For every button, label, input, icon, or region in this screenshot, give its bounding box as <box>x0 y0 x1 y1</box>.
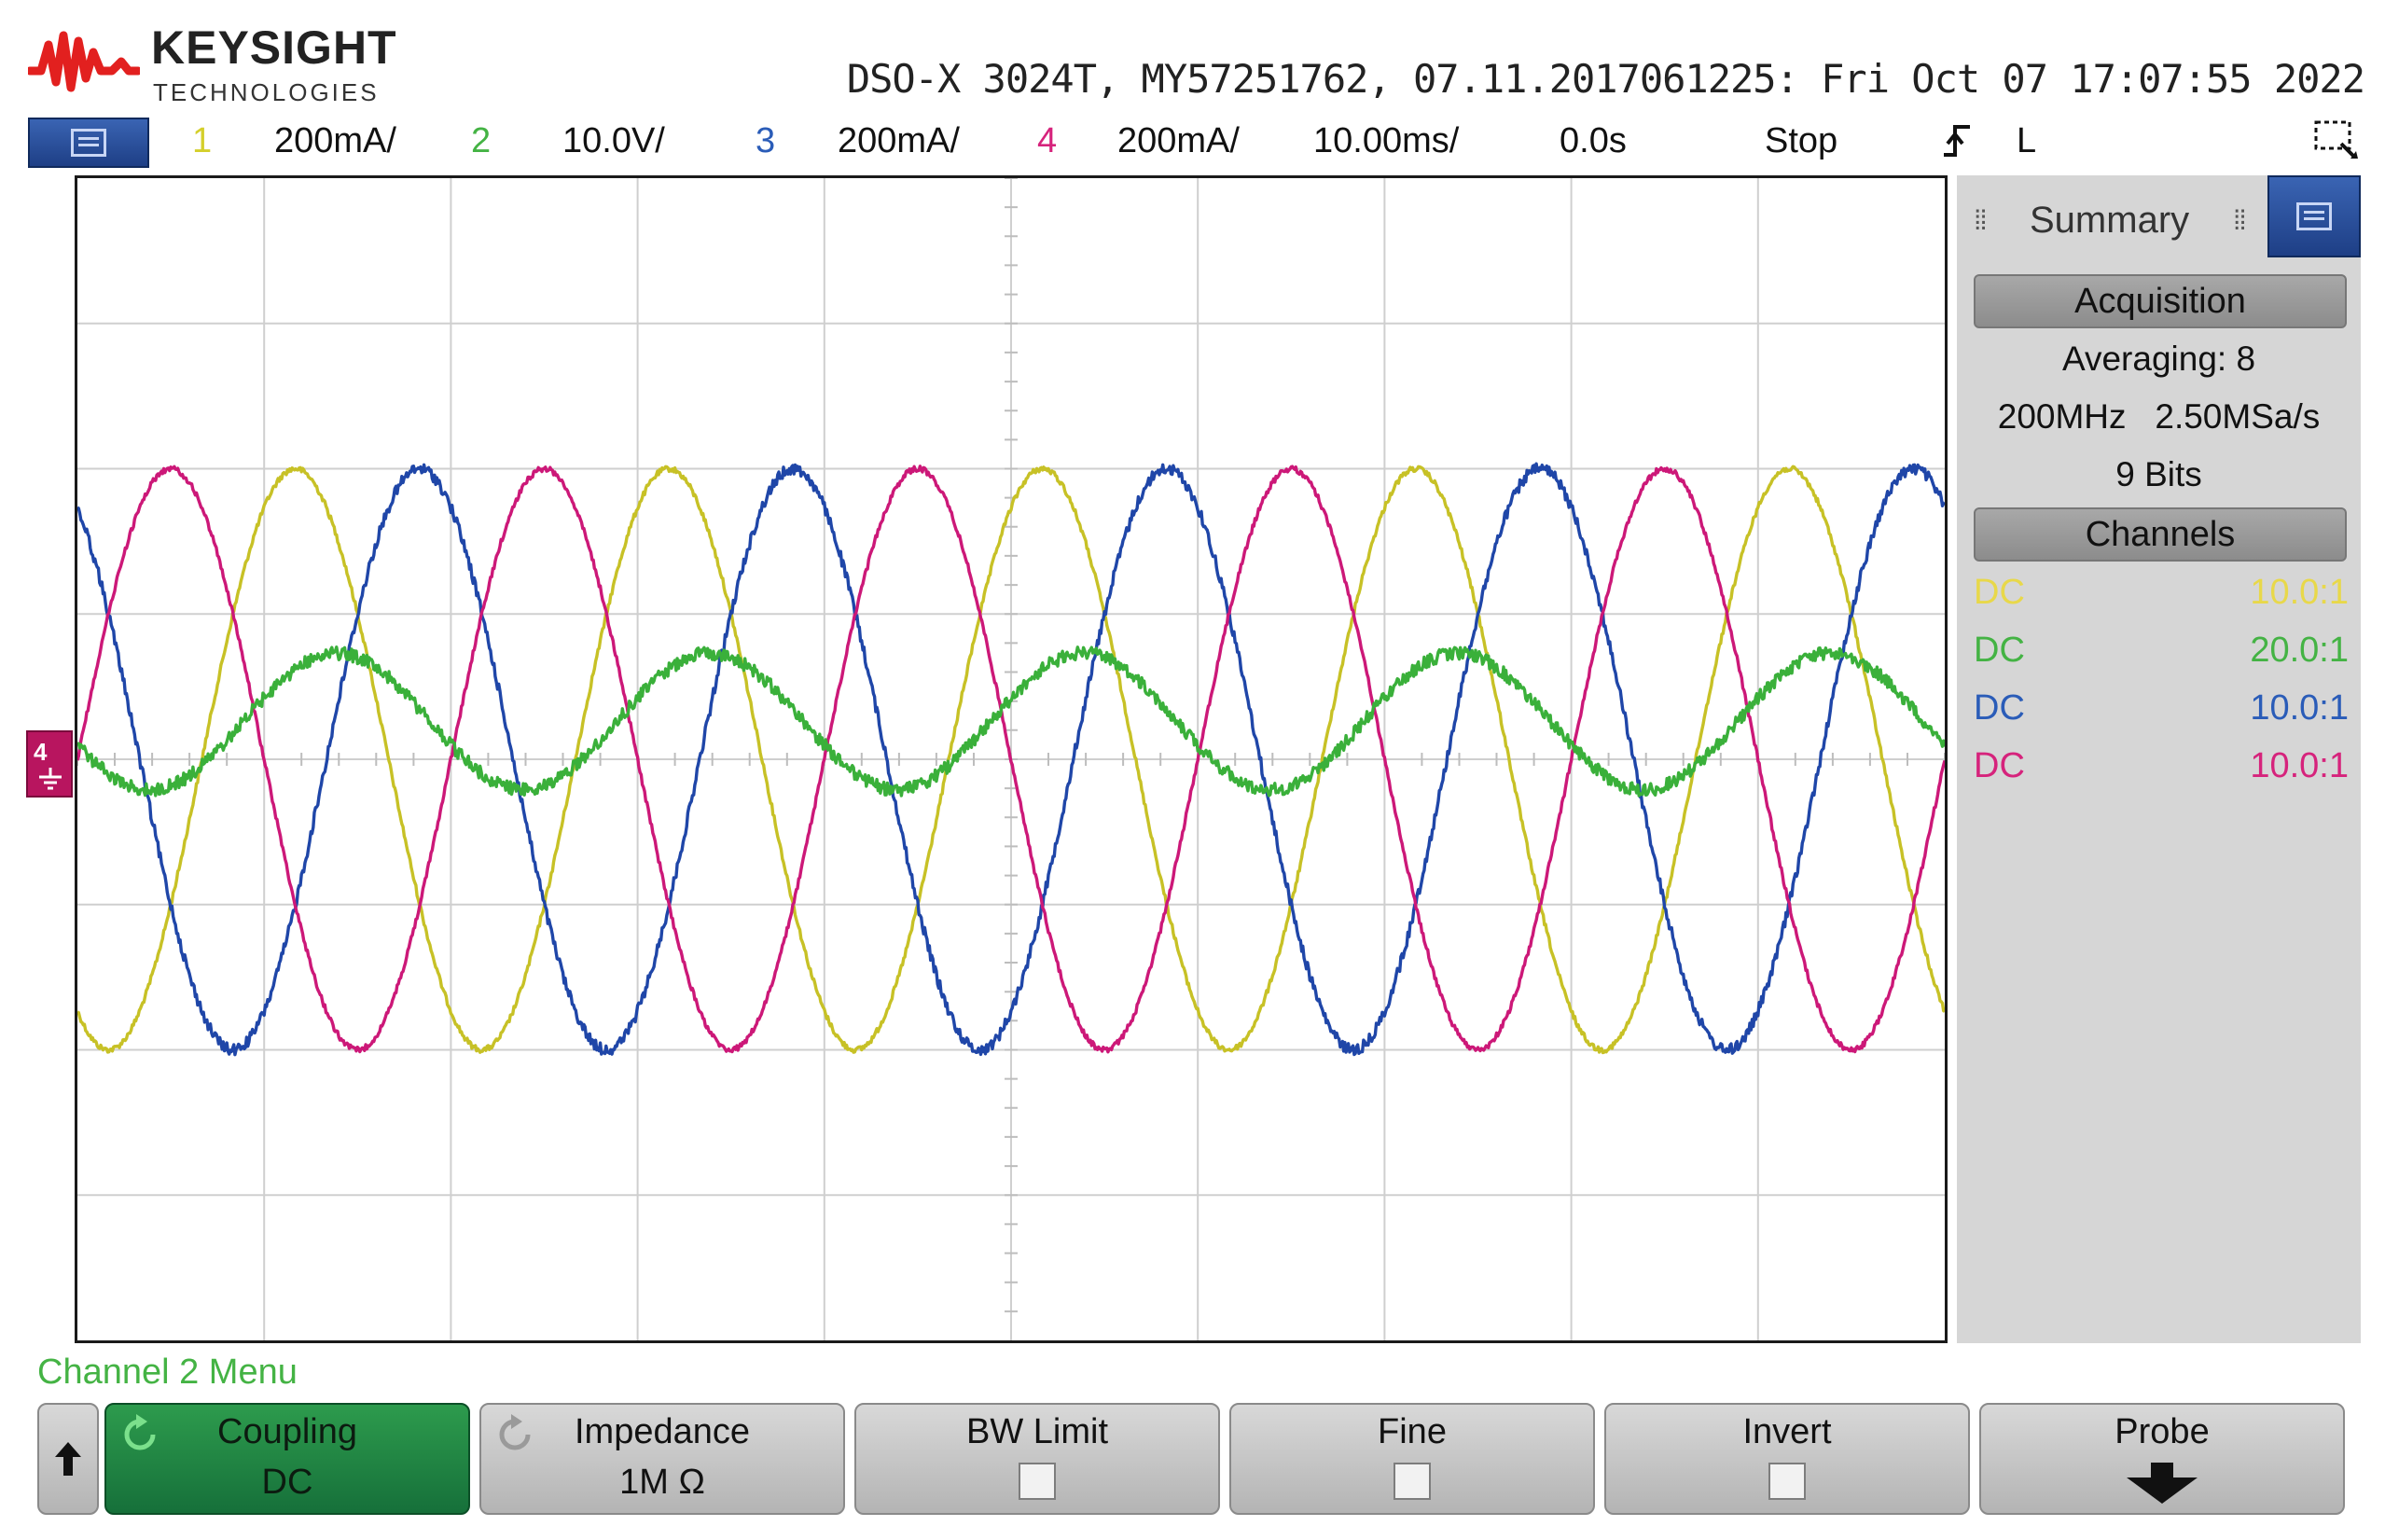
keysight-logo: KEYSIGHT TECHNOLOGIES <box>28 17 401 110</box>
probe-softkey[interactable]: Probe <box>1979 1403 2345 1515</box>
invert-softkey[interactable]: Invert <box>1604 1403 1970 1515</box>
softkey-label: Fine <box>1378 1412 1447 1451</box>
trace-channel-2 <box>77 645 1945 798</box>
trace-channel-3 <box>77 462 1945 1057</box>
time-delay[interactable]: 0.0s <box>1560 121 1627 160</box>
channel-probe: 10.0:1 <box>2250 688 2349 728</box>
channel-coupling: DC <box>1974 746 2025 785</box>
softkey-label: Invert <box>1742 1412 1832 1451</box>
up-arrow-icon <box>55 1442 81 1476</box>
menu-back-button[interactable] <box>37 1403 99 1515</box>
menu-icon <box>2296 202 2332 230</box>
channel-probe: 20.0:1 <box>2250 631 2349 670</box>
sample-rate: 2.50MSa/s <box>2155 397 2321 436</box>
acquisition-rate: 200MHz 2.50MSa/s <box>1957 397 2361 437</box>
device-info-line: DSO-X 3024T, MY57251762, 07.11.201706122… <box>846 56 2365 102</box>
ground-icon <box>39 768 62 790</box>
trigger-source[interactable]: L <box>2017 121 2037 160</box>
run-state[interactable]: Stop <box>1765 121 1838 160</box>
ground-marker-label: 4 <box>34 738 48 766</box>
softkey-value: 1M Ω <box>619 1463 705 1502</box>
waveform-canvas <box>77 178 1945 1340</box>
rising-edge-icon[interactable] <box>1942 121 1974 160</box>
softkey-menu-title: Channel 2 Menu <box>37 1353 298 1392</box>
softkey-label: Impedance <box>574 1412 750 1451</box>
summary-panel: ⁞⁞ Summary ⁞⁞ Acquisition Averaging: 8 2… <box>1957 175 2361 1343</box>
channel-coupling: DC <box>1974 573 2025 612</box>
waveform-display[interactable] <box>75 175 1948 1343</box>
brand-name: KEYSIGHT <box>151 21 397 74</box>
softkey-value: DC <box>261 1463 313 1502</box>
status-bar: 1 200mA/ 2 10.0V/ 3 200mA/ 4 200mA/ 10.0… <box>28 118 2360 168</box>
panel-title: Summary <box>2030 200 2190 241</box>
trace-channel-4 <box>77 465 1945 1054</box>
ch2-number[interactable]: 2 <box>471 121 492 160</box>
impedance-softkey[interactable]: Impedance 1M Ω <box>479 1403 845 1515</box>
ch4-scale[interactable]: 200mA/ <box>1117 121 1240 160</box>
channel-coupling: DC <box>1974 631 2025 670</box>
channel-coupling: DC <box>1974 688 2025 728</box>
trace-channel-1 <box>77 465 1945 1055</box>
panel-title-bar[interactable]: ⁞⁞ Summary ⁞⁞ <box>1957 185 2265 248</box>
fine-softkey[interactable]: Fine <box>1229 1403 1595 1515</box>
invert-checkbox[interactable] <box>1768 1463 1806 1500</box>
channels-header: Channels <box>1974 507 2347 562</box>
panel-menu-button[interactable] <box>2267 175 2361 257</box>
softkey-label: BW Limit <box>966 1412 1108 1451</box>
channel-ground-marker[interactable]: 4 <box>26 730 73 798</box>
drag-grip-icon[interactable]: ⁞⁞ <box>2233 205 2247 236</box>
softkey-label: Coupling <box>217 1412 357 1451</box>
drag-grip-icon[interactable]: ⁞⁞ <box>1974 205 1988 236</box>
rotate-knob-icon <box>499 1414 531 1450</box>
coupling-softkey[interactable]: Coupling DC <box>104 1403 470 1515</box>
bandwidth: 200MHz <box>1997 397 2127 436</box>
zoom-box-icon[interactable] <box>2313 119 2360 160</box>
ch3-number[interactable]: 3 <box>756 121 776 160</box>
softkey-bar: Coupling DC Impedance 1M Ω BW Limit Fine… <box>37 1403 2369 1515</box>
acquisition-header: Acquisition <box>1974 274 2347 328</box>
channel-probe: 10.0:1 <box>2250 573 2349 612</box>
main-menu-button[interactable] <box>28 118 149 168</box>
timebase-scale[interactable]: 10.00ms/ <box>1313 121 1460 160</box>
acquisition-mode: Averaging: 8 <box>2061 340 2256 378</box>
ch4-number[interactable]: 4 <box>1037 121 1058 160</box>
bit-resolution: 9 Bits <box>2115 455 2202 493</box>
fine-checkbox[interactable] <box>1394 1463 1431 1500</box>
ch1-number[interactable]: 1 <box>192 121 213 160</box>
ch3-scale[interactable]: 200mA/ <box>838 121 960 160</box>
ch2-scale[interactable]: 10.0V/ <box>562 121 665 160</box>
bw-limit-checkbox[interactable] <box>1019 1463 1056 1500</box>
down-arrow-icon <box>2127 1463 2198 1504</box>
softkey-label: Probe <box>2115 1412 2210 1451</box>
keysight-wave-icon <box>28 31 140 92</box>
rotate-knob-icon <box>124 1414 156 1450</box>
brand-subtitle: TECHNOLOGIES <box>153 78 380 106</box>
ch1-scale[interactable]: 200mA/ <box>274 121 396 160</box>
menu-icon <box>71 129 106 157</box>
channel-probe: 10.0:1 <box>2250 746 2349 785</box>
bw-limit-softkey[interactable]: BW Limit <box>854 1403 1220 1515</box>
